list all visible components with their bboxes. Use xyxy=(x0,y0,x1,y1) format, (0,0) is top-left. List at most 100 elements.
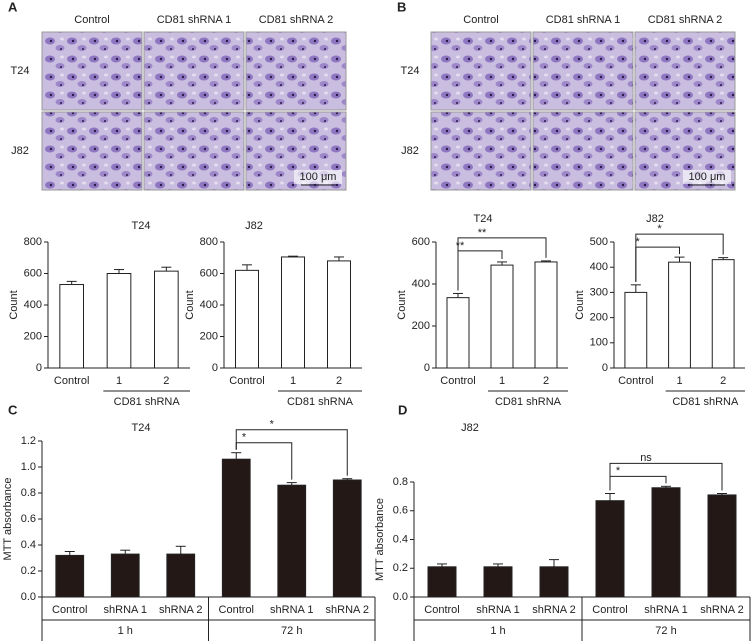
y-tick-label: 600 xyxy=(200,267,218,279)
y-tick-label: 0.2 xyxy=(21,565,36,577)
y-tick-label: 0.4 xyxy=(393,533,408,545)
bar xyxy=(534,261,558,369)
x-tick-label: shRNA 2 xyxy=(159,604,202,616)
panel-letter: A xyxy=(8,0,18,14)
bar xyxy=(707,494,737,598)
bar xyxy=(154,270,179,369)
y-axis-label: MTT absorbance xyxy=(2,478,14,561)
chart-title: J82 xyxy=(245,220,263,232)
significance-bracket xyxy=(609,462,723,491)
micrograph-image xyxy=(41,31,143,111)
group-label: 72 h xyxy=(281,625,302,637)
y-tick-label: 400 xyxy=(200,299,218,311)
significance-label: ns xyxy=(640,452,652,464)
significance-label: * xyxy=(270,419,275,431)
y-tick-label: 0 xyxy=(36,362,42,374)
group-label: 1 h xyxy=(490,625,505,637)
y-tick-label: 0 xyxy=(212,362,218,374)
micrograph-image xyxy=(532,31,634,111)
micrograph-image xyxy=(245,31,347,111)
significance-label: * xyxy=(242,432,247,444)
group-label: CD81 shRNA xyxy=(114,396,181,408)
bar xyxy=(235,269,259,369)
chart-title: T24 xyxy=(132,220,151,232)
x-tick-label: shRNA 1 xyxy=(104,604,147,616)
y-tick-label: 800 xyxy=(24,236,42,248)
y-tick-label: 800 xyxy=(200,236,218,248)
bar xyxy=(332,479,362,598)
y-tick-label: 200 xyxy=(200,330,218,342)
x-tick-label: 2 xyxy=(163,375,169,387)
bar xyxy=(327,260,351,369)
y-tick-label: 200 xyxy=(24,330,42,342)
x-tick-label: Control xyxy=(440,375,475,387)
micrograph-image xyxy=(532,111,634,191)
group-label: CD81 shRNA xyxy=(495,396,562,408)
micrograph-image xyxy=(430,31,532,111)
micrograph-image xyxy=(634,31,736,111)
bar xyxy=(668,261,691,369)
y-tick-label: 0.8 xyxy=(21,487,36,499)
y-tick-label: 0.8 xyxy=(393,476,408,488)
row-label: T24 xyxy=(11,65,30,77)
x-tick-label: 1 xyxy=(676,375,682,387)
bar xyxy=(624,291,648,369)
micrograph-image xyxy=(143,111,245,191)
y-tick-label: 0.4 xyxy=(21,539,36,551)
scale-bar-bg xyxy=(683,170,731,184)
bar xyxy=(166,553,196,598)
significance-label: * xyxy=(657,223,662,235)
x-tick-label: Control xyxy=(592,604,627,616)
bar xyxy=(483,566,513,598)
y-tick-label: 500 xyxy=(590,236,608,248)
column-header: Control xyxy=(463,14,498,26)
x-tick-label: shRNA 2 xyxy=(326,604,369,616)
scale-bar-label: 100 μm xyxy=(300,171,337,183)
bar xyxy=(651,487,681,598)
panel-letter: C xyxy=(8,402,18,417)
group-label: CD81 shRNA xyxy=(287,396,354,408)
y-tick-label: 200 xyxy=(590,312,608,324)
x-tick-label: Control xyxy=(219,604,254,616)
x-tick-label: Control xyxy=(229,375,264,387)
column-header: CD81 shRNA 1 xyxy=(546,14,621,26)
bar xyxy=(59,284,84,369)
group-label: CD81 shRNA xyxy=(672,396,739,408)
bar xyxy=(711,259,735,369)
x-tick-label: 1 xyxy=(116,375,122,387)
column-header: Control xyxy=(74,14,109,26)
y-tick-label: 0.0 xyxy=(393,591,408,603)
micrograph-image xyxy=(41,111,143,191)
y-tick-label: 600 xyxy=(412,236,430,248)
x-tick-label: 2 xyxy=(336,375,342,387)
row-label: J82 xyxy=(401,145,419,157)
x-tick-label: 1 xyxy=(499,375,505,387)
y-axis-label: Count xyxy=(184,290,196,319)
y-tick-label: 600 xyxy=(24,267,42,279)
x-tick-label: Control xyxy=(424,604,459,616)
y-tick-label: 200 xyxy=(412,320,430,332)
y-axis-label: MTT absorbance xyxy=(374,498,386,581)
significance-label: ** xyxy=(478,227,487,239)
bar xyxy=(221,458,251,598)
y-tick-label: 1.2 xyxy=(21,435,36,447)
group-label: 1 h xyxy=(118,625,133,637)
column-header: CD81 shRNA 2 xyxy=(259,14,334,26)
chart-title: J82 xyxy=(646,213,664,225)
significance-label: * xyxy=(616,465,621,477)
panel-letter: D xyxy=(398,402,407,417)
bar xyxy=(595,500,625,598)
y-tick-label: 400 xyxy=(590,261,608,273)
scale-bar-label: 100 μm xyxy=(689,171,726,183)
y-tick-label: 0 xyxy=(424,362,430,374)
x-tick-label: shRNA 1 xyxy=(476,604,519,616)
y-tick-label: 0.6 xyxy=(21,513,36,525)
y-axis-label: Count xyxy=(8,290,20,319)
bar xyxy=(277,484,307,598)
significance-bracket xyxy=(635,233,724,282)
y-axis-label: Count xyxy=(574,290,586,319)
group-label: 72 h xyxy=(655,625,676,637)
bar xyxy=(490,264,514,369)
y-tick-label: 400 xyxy=(412,278,430,290)
